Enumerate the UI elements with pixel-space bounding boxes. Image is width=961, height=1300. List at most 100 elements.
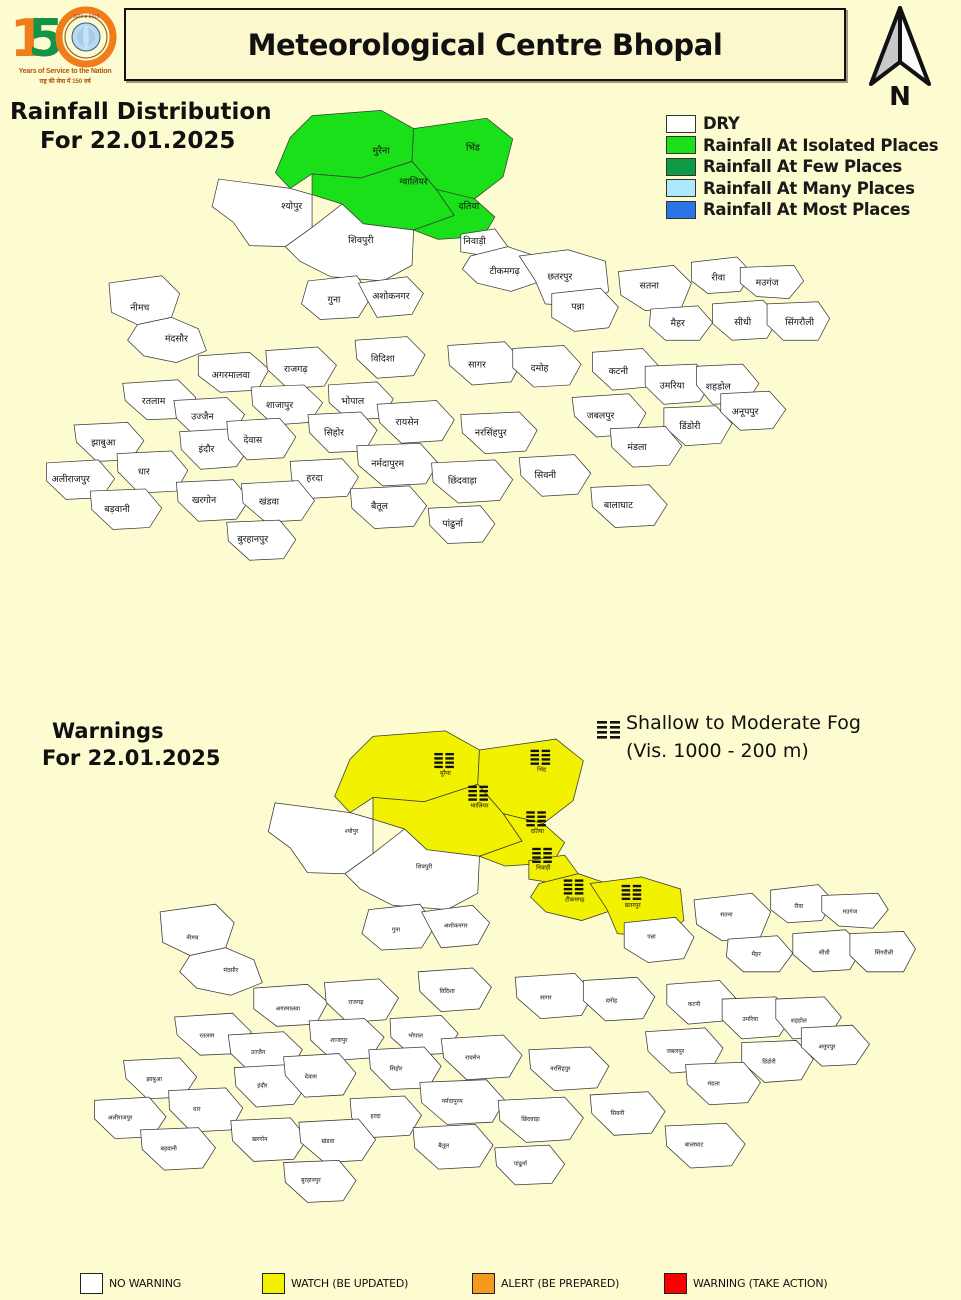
district-label-खरगोन: खरगोन: [192, 494, 217, 506]
legend-row-isolated: Rainfall At Isolated Places: [666, 135, 958, 157]
district-label-शाजापुर: शाजापुर: [266, 400, 293, 411]
district-label-बुरहानपुर: बुरहानपुर: [237, 534, 268, 545]
district-label-मंडला: मंडला: [627, 442, 647, 453]
warning-legend-no-warning: NO WARNING: [80, 1272, 181, 1294]
district-label-सीधी: सीधी: [819, 949, 830, 957]
district-label-शहडोल: शहडोल: [791, 1016, 808, 1024]
district-सिवनी: [518, 454, 592, 497]
north-arrow-graphic: [869, 6, 931, 86]
district-label-रतलाम: रतलाम: [199, 1033, 214, 1040]
district-label-उमरिया: उमरिया: [660, 380, 685, 392]
district-label-नरसिंहपुर: नरसिंहपुर: [475, 426, 507, 438]
district-हरदा: [349, 1095, 423, 1138]
district-label-ग्वालियर: ग्वालियर: [400, 176, 428, 188]
district-label-इंदौर: इंदौर: [199, 443, 215, 455]
district-छिंदवाड़ा: [431, 459, 514, 504]
district-गुना: [301, 275, 372, 320]
legend-swatch-many: [666, 179, 696, 198]
rainfall-distribution-map[interactable]: मुरैना भिंड ग्वालियर दतिया श्योपुर शिवपुरी निव…: [28, 100, 848, 620]
district-label-सिंगरौली: सिंगरौली: [875, 949, 894, 957]
district-रीवा: [691, 256, 753, 294]
district-label-अनूपपुर: अनूपपुर: [732, 407, 759, 418]
district-label-टीकमगढ़: टीकमगढ़: [565, 895, 585, 903]
fog-symbol-निवाड़ी: [532, 847, 552, 863]
district-बैतूल: [349, 485, 428, 529]
district-label-छतरपुर: छतरपुर: [547, 271, 572, 282]
rainfall-title-line1: Rainfall Distribution: [10, 99, 272, 125]
district-label-मंडला: मंडला: [707, 1081, 720, 1088]
district-खंडवा: [240, 480, 315, 523]
district-label-बैतूल: बैतूल: [438, 1142, 450, 1150]
district-सागर: [514, 973, 595, 1020]
district-उमरिया: [721, 996, 794, 1040]
legend-swatch-most: [666, 200, 696, 219]
district-label-खरगोन: खरगोन: [252, 1135, 268, 1143]
district-बुरहानपुर: [283, 1159, 357, 1203]
district-label-निवाड़ी: निवाड़ी: [536, 864, 551, 872]
legend-label-few: Rainfall At Few Places: [703, 157, 902, 177]
fog-symbol-दतिया: [526, 811, 546, 827]
district-धार: [116, 450, 189, 494]
district-label-पांढुर्ना: पांढुर्ना: [442, 517, 464, 529]
district-अनूपपुर: [720, 390, 787, 431]
warning-label-watch: WATCH (BE UPDATED): [291, 1276, 409, 1290]
district-रायसेन: [376, 400, 455, 444]
district-label-मंदसौर: मंदसौर: [223, 966, 238, 974]
district-label-पन्ना: पन्ना: [571, 301, 585, 312]
district-नर्मदापुरम: [419, 1079, 506, 1125]
district-label-मंदसौर: मंदसौर: [165, 333, 188, 345]
district-दमोह: [582, 976, 656, 1022]
district-मंडला: [685, 1061, 761, 1106]
district-रीवा: [770, 884, 835, 924]
page-title: Meteorological Centre Bhopal: [247, 27, 723, 62]
warning-label-warning: WARNING (TAKE ACTION): [693, 1276, 828, 1290]
district-मैहर: [726, 935, 794, 973]
logo-tagline-en: Years of Service to the Nation: [18, 68, 112, 75]
district-label-विदिशा: विदिशा: [440, 987, 456, 995]
district-बड़वानी: [89, 488, 163, 530]
warning-legend-watch: WATCH (BE UPDATED): [262, 1272, 409, 1294]
logo-150-graphic: 1 5 1875 ❋ 2025: [10, 6, 117, 68]
district-label-देवास: देवास: [243, 434, 263, 446]
fog-icon-graphic: [597, 721, 620, 739]
district-label-रीवा: रीवा: [794, 902, 803, 910]
legend-label-most: Rainfall At Most Places: [703, 200, 910, 220]
legend-label-many: Rainfall At Many Places: [703, 178, 915, 198]
district-खरगोन: [175, 479, 250, 522]
district-label-बैतूल: बैतूल: [371, 500, 389, 512]
district-label-पन्ना: पन्ना: [647, 933, 656, 940]
district-label-मउगंज: मउगंज: [756, 278, 780, 289]
north-label: N: [889, 82, 911, 112]
legend-row-dry: DRY: [666, 113, 958, 135]
district-label-शाजापुर: शाजापुर: [330, 1037, 348, 1044]
district-label-खंडवा: खंडवा: [259, 496, 280, 507]
fog-legend-line2: (Vis. 1000 - 200 m): [626, 739, 809, 762]
warning-swatch-alert: [472, 1272, 495, 1294]
fog-symbol-छतरपुर: [621, 884, 642, 901]
warnings-map[interactable]: मुरैना भिंड ग्वालियर दतिया श्योपुर शिवपुरी निव…: [60, 720, 950, 1265]
district-शिवपुरी: [344, 828, 480, 911]
legend-swatch-few: [666, 157, 696, 176]
imd-150-logo: 1 5 1875 ❋ 2025 Years of Service to the …: [6, 2, 124, 94]
district-बालाघाट: [590, 484, 668, 528]
district-श्योपुर: [211, 178, 313, 248]
district-label-धार: धार: [138, 466, 150, 477]
fog-icon: [596, 718, 622, 744]
district-label-कटनी: कटनी: [688, 1000, 701, 1008]
fog-symbol-मुरैना: [434, 752, 454, 769]
warning-swatch-no-warning: [80, 1272, 103, 1294]
district-label-अशोकनगर: अशोकनगर: [444, 921, 468, 929]
district-label-झाबुआ: झाबुआ: [146, 1076, 162, 1083]
warning-label-alert: ALERT (BE PREPARED): [501, 1276, 620, 1290]
warnings-fog-symbols: [434, 749, 642, 901]
district-नर्मदापुरम: [356, 442, 439, 487]
district-label-सतना: सतना: [720, 912, 733, 919]
district-label-गुना: गुना: [328, 295, 341, 306]
district-पांढुर्ना: [494, 1144, 566, 1186]
district-उमरिया: [644, 363, 714, 405]
warning-swatch-watch: [262, 1272, 285, 1294]
district-label-दमोह: दमोह: [606, 997, 618, 1005]
district-खरगोन: [230, 1117, 308, 1162]
district-शिवपुरी: [284, 203, 415, 282]
district-अशोकनगर: [357, 276, 424, 318]
